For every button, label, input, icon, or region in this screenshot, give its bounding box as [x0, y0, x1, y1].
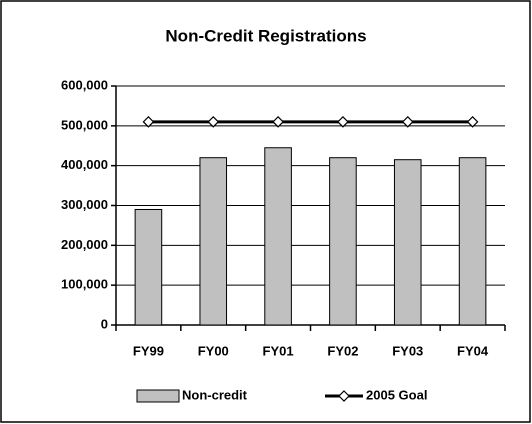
x-tick-label: FY00 [198, 343, 229, 358]
y-tick-label: 200,000 [61, 237, 108, 252]
bar [329, 157, 357, 326]
bar [264, 147, 292, 326]
bar [134, 208, 163, 326]
y-tick-label: 500,000 [61, 117, 108, 132]
x-tick-label: FY99 [133, 343, 164, 358]
bar [458, 157, 487, 326]
line-marker [401, 116, 414, 128]
line-marker [207, 116, 220, 128]
line-marker [142, 116, 155, 128]
legend-label: Non-credit [182, 387, 248, 402]
y-tick-label: 400,000 [61, 157, 108, 172]
y-tick-label: 600,000 [61, 77, 108, 92]
legend-label: 2005 Goal [366, 387, 427, 402]
bar [199, 157, 228, 326]
chart-title: Non-Credit Registrations [165, 26, 366, 45]
line-marker [337, 116, 349, 128]
x-tick-label: FY01 [263, 343, 294, 358]
line-marker [466, 116, 479, 128]
line-marker [272, 116, 284, 128]
y-tick-label: 100,000 [61, 277, 108, 292]
y-tick-label: 0 [101, 316, 108, 331]
x-tick-label: FY04 [457, 343, 489, 358]
legend-swatch [136, 389, 180, 403]
x-tick-label: FY03 [392, 343, 423, 358]
legend-marker [338, 390, 350, 402]
x-tick-label: FY02 [327, 343, 358, 358]
bar [393, 159, 422, 326]
y-tick-label: 300,000 [61, 197, 108, 212]
